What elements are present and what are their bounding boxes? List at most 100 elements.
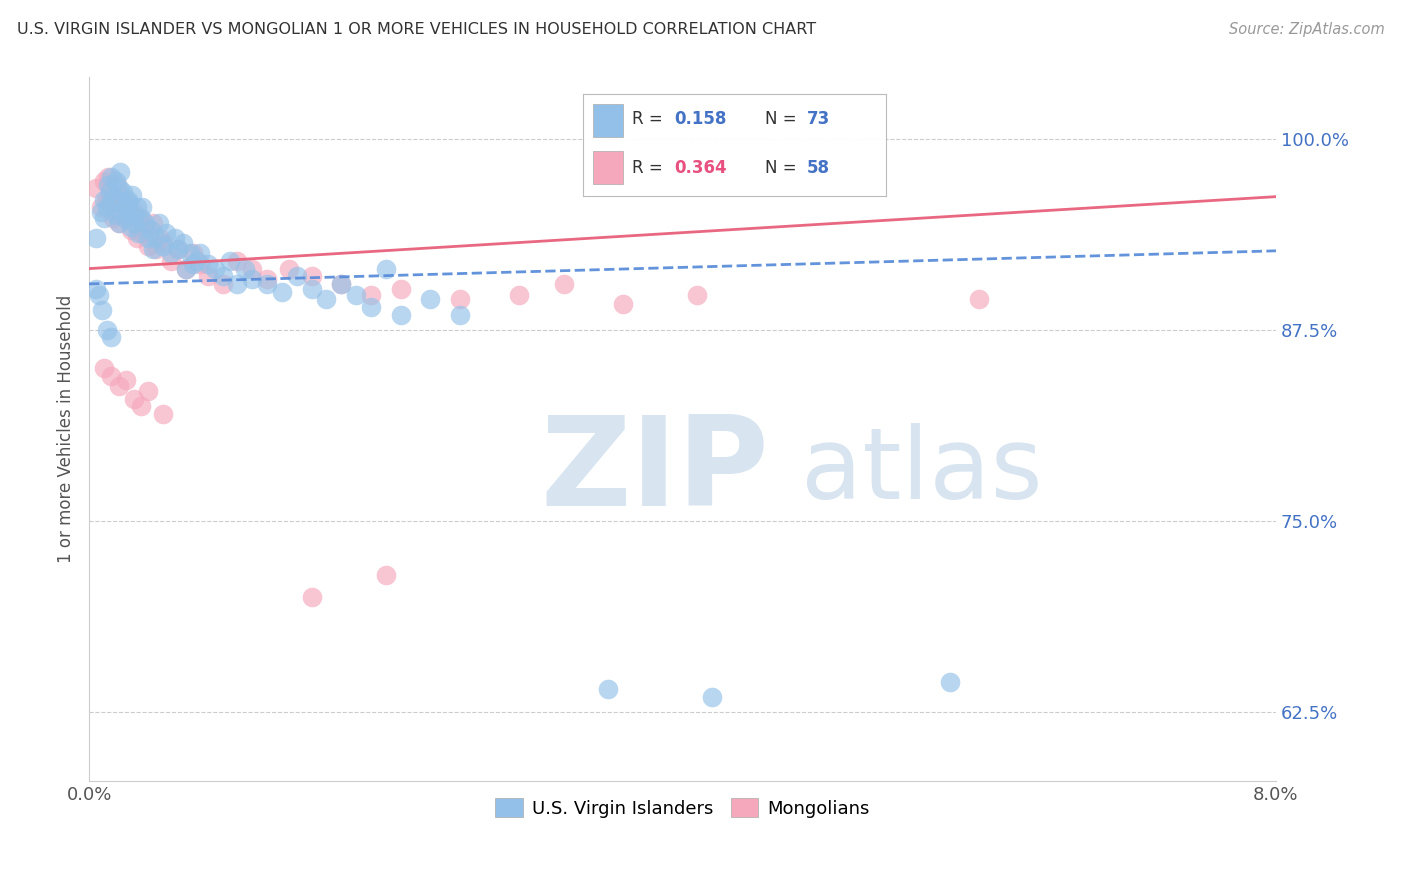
Text: R =: R = [631,159,668,177]
Point [118,195,141,210]
Point [96,323,118,337]
Point [122,392,145,406]
Y-axis label: 1 or more Vehicles in Household: 1 or more Vehicles in Household [58,295,75,564]
Point [138,384,160,398]
Point [121,188,143,202]
Point [256,277,278,291]
Point [103,193,125,207]
Point [233,261,256,276]
Point [172,235,194,250]
Point [98,185,121,199]
Bar [592,104,623,136]
Point [142,242,165,256]
Legend: U.S. Virgin Islanders, Mongolians: U.S. Virgin Islanders, Mongolians [488,791,877,825]
Point [104,205,127,219]
Point [97,169,120,184]
Point [360,287,382,301]
Point [389,308,412,322]
Point [174,261,197,276]
Point [101,211,124,226]
Point [114,211,136,226]
Point [145,242,167,256]
Text: Source: ZipAtlas.com: Source: ZipAtlas.com [1229,22,1385,37]
Text: U.S. VIRGIN ISLANDER VS MONGOLIAN 1 OR MORE VEHICLES IN HOUSEHOLD CORRELATION CH: U.S. VIRGIN ISLANDER VS MONGOLIAN 1 OR M… [17,22,815,37]
Point [149,231,172,245]
Point [226,254,249,268]
Point [938,674,960,689]
Point [612,297,634,311]
Point [167,242,190,256]
Point [145,231,167,245]
Point [360,300,382,314]
Point [374,261,396,276]
Point [86,281,108,295]
Point [96,201,118,215]
Point [96,193,118,207]
Point [449,292,471,306]
Point [219,254,242,268]
Point [181,246,204,260]
Point [111,195,134,210]
Point [204,261,226,276]
Point [167,242,190,256]
Point [122,205,145,219]
Point [285,269,308,284]
Point [967,292,990,306]
Point [553,277,575,291]
Point [127,227,149,241]
Point [344,287,367,301]
Point [122,208,145,222]
Point [120,223,142,237]
Point [702,690,724,704]
Point [115,211,138,226]
Point [179,246,201,260]
Point [89,287,111,301]
Point [103,190,125,204]
Point [128,211,150,226]
Point [256,272,278,286]
Point [240,272,263,286]
Point [152,235,174,250]
Point [100,195,122,210]
Point [110,165,132,179]
Bar [592,151,623,184]
Point [91,302,114,317]
Point [174,261,197,276]
Point [271,285,294,299]
Point [107,216,129,230]
Point [188,246,211,260]
Point [90,201,112,215]
Text: N =: N = [765,159,801,177]
Point [93,361,115,376]
Text: R =: R = [631,111,668,128]
Point [419,292,441,306]
Point [86,231,108,245]
Point [117,201,139,215]
Point [301,591,323,605]
Point [508,287,530,301]
Point [112,190,135,204]
Point [152,238,174,252]
Point [301,269,323,284]
Point [122,216,145,230]
Point [98,195,121,210]
Point [181,257,204,271]
Text: 0.158: 0.158 [675,111,727,128]
Point [278,261,301,276]
Point [86,180,108,194]
Point [330,277,353,291]
Point [330,277,353,291]
Point [186,254,208,268]
Point [93,174,115,188]
Point [93,193,115,207]
Point [90,205,112,219]
Point [129,211,152,226]
Point [197,269,219,284]
Point [159,254,181,268]
Text: 58: 58 [807,159,830,177]
Text: N =: N = [765,111,801,128]
Point [107,180,129,194]
Point [138,238,160,252]
Text: 0.364: 0.364 [675,159,727,177]
Point [159,246,181,260]
